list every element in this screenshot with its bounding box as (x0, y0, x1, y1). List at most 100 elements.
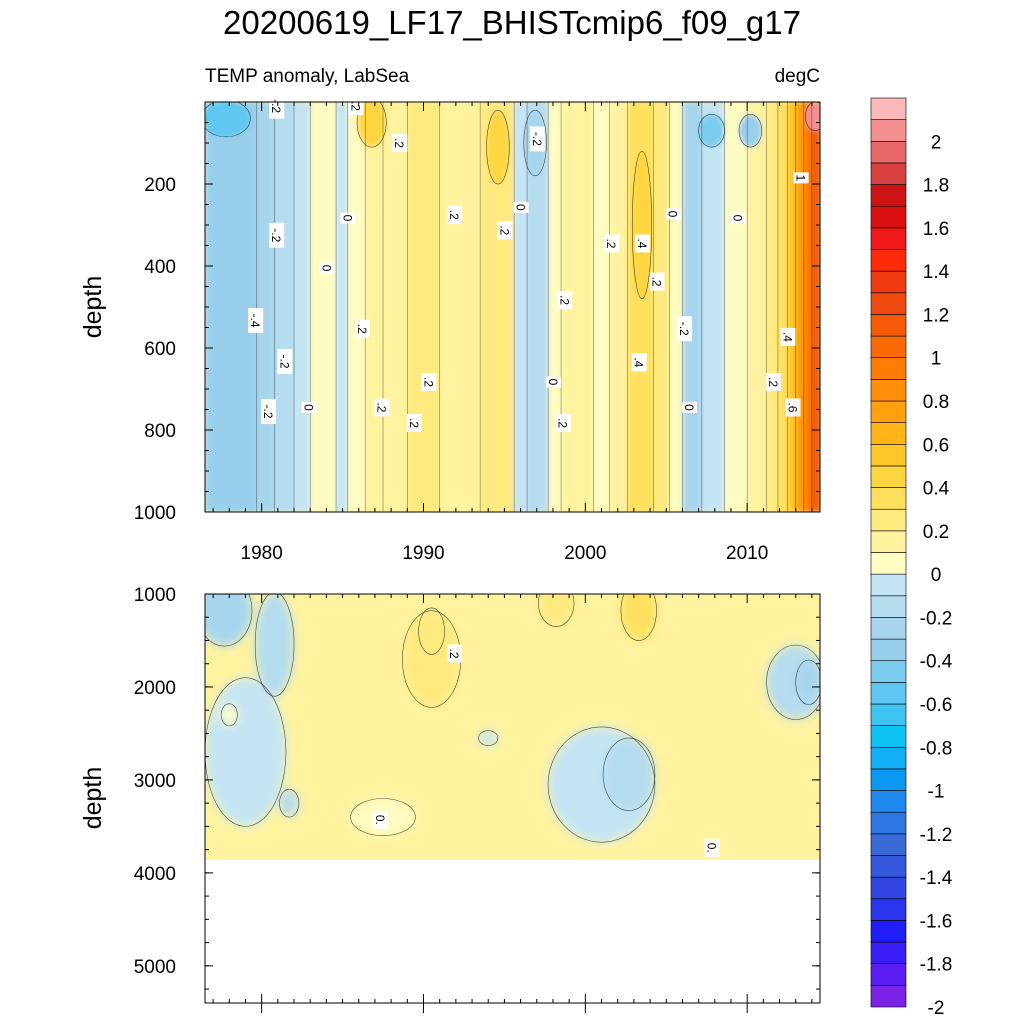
upper-contour-label: .6 (785, 398, 801, 417)
colorbar-tick-label: 0.2 (923, 522, 949, 543)
upper-contour-line (523, 109, 547, 177)
upper-band (310, 102, 338, 512)
colorbar-swatch (870, 768, 907, 791)
x-tick-label: 2000 (564, 543, 606, 564)
upper-band (593, 102, 611, 512)
colorbar-tick-label: -1.8 (920, 955, 953, 976)
upper-contour-label-bg (681, 401, 697, 413)
lower-contour-label: .2 (447, 644, 463, 663)
lower-contour-label: 0. (704, 838, 720, 857)
colorbar-swatch (870, 270, 907, 294)
lower-anomaly-patch (402, 610, 461, 708)
upper-band (294, 102, 312, 512)
upper-band (669, 102, 684, 512)
upper-band (724, 102, 749, 512)
upper-band (682, 102, 703, 512)
upper-contour-label-bg (421, 373, 437, 392)
upper-contour-label-bg (529, 126, 545, 152)
lower-contour-line (418, 607, 445, 655)
upper-contour-label: -.2 (529, 126, 545, 152)
colorbar-swatch (870, 379, 907, 402)
upper-contour-label-bg (269, 93, 285, 119)
lower-y-tick-label: 5000 (134, 957, 176, 978)
upper-contour-label-text: 0 (666, 211, 680, 218)
colorbar-swatch (870, 443, 907, 467)
lower-anomaly-patch (538, 594, 574, 627)
upper-field (205, 102, 820, 512)
colorbar-swatch (870, 573, 907, 597)
colorbar-swatch (870, 335, 907, 359)
upper-contour-label-text: .2 (556, 418, 570, 428)
lower-contour-line (350, 798, 416, 836)
colorbar-swatch (870, 357, 907, 380)
colorbar: 2 1.8 1.6 1.4 1.2 1 0.8 0.6 0.4 0.2 0 -0.2 -0.4 -0.6 -… (870, 97, 953, 1019)
upper-contour-label-text: .2 (497, 225, 511, 235)
upper-contour-line (805, 102, 820, 131)
upper-anomaly-patch (739, 114, 762, 148)
upper-contour-label: .4 (780, 327, 796, 346)
upper-y-tick-label: 600 (144, 339, 176, 360)
upper-contour-label: .2 (766, 373, 782, 392)
upper-anomaly-patch (357, 102, 387, 148)
lower-contour-label: 0. (372, 810, 388, 829)
upper-contour-label-bg (374, 398, 390, 417)
upper-contour-label-text: 0 (319, 265, 333, 272)
colorbar-swatch (870, 660, 907, 683)
upper-contour-label-bg (545, 376, 561, 388)
colorbar-swatch (870, 530, 907, 553)
upper-band (336, 102, 349, 512)
upper-panel: -.2 .2 .2 -.2 1 0 .2 0 -.2 .2 .2 .4 0 0 0 .2 .2 -.4 .2 -.2.… (79, 93, 821, 564)
upper-contour-label-bg (780, 327, 796, 346)
upper-band (795, 102, 805, 512)
upper-contour-label: .2 (649, 272, 665, 291)
upper-contour-label-text: 1 (794, 175, 808, 182)
upper-contour-label: 0 (340, 212, 356, 224)
upper-contour-label-text: .4 (635, 238, 649, 248)
upper-contour-label-text: 0 (302, 404, 316, 411)
lower-anomaly-patch (603, 738, 655, 811)
lower-contour-line (795, 659, 820, 705)
colorbar-swatch (870, 682, 907, 705)
upper-band (514, 102, 529, 512)
colorbar-swatch (870, 985, 907, 1008)
colorbar-tick-label: 1.8 (923, 176, 949, 197)
chart-title: 20200619_LF17_BHISTcmip6_f09_g17 (223, 4, 801, 41)
upper-contour-label-bg (730, 212, 746, 224)
colorbar-swatch (870, 920, 907, 943)
upper-band (205, 102, 258, 512)
lower-anomaly-patch (205, 677, 286, 827)
upper-band (803, 102, 813, 512)
colorbar-swatch (870, 162, 907, 185)
upper-contour-label-text: 0 (730, 215, 744, 222)
upper-band (256, 102, 276, 512)
upper-band (653, 102, 671, 512)
chart-units-label: degC (775, 66, 820, 87)
upper-band (701, 102, 726, 512)
upper-contour-label-text: -.2 (277, 355, 291, 369)
upper-anomaly-patch (632, 151, 652, 299)
lower-contour-line (547, 726, 656, 843)
upper-contour-label: .2 (555, 414, 571, 433)
lower-panel: .2 0. 0. 1000 2000 3000 4000 5000 depth (79, 585, 821, 1013)
colorbar-swatch (870, 508, 907, 532)
colorbar-tick-label: 1 (931, 349, 942, 370)
upper-band (527, 102, 550, 512)
upper-anomaly-patch (486, 110, 510, 184)
upper-contour-label: -.2 (269, 93, 285, 119)
lower-contour-label-bg (372, 810, 388, 829)
lower-field-base (205, 594, 820, 860)
upper-contour-label-bg (557, 291, 573, 310)
upper-contour-label-text: .2 (392, 138, 406, 148)
upper-band (609, 102, 629, 512)
colorbar-swatch (870, 963, 907, 986)
lower-contour-line (478, 730, 499, 746)
upper-contour-label-bg (269, 222, 285, 248)
chart-subtitle-left: TEMP anomaly, LabSea (205, 66, 410, 87)
colorbar-swatch (870, 97, 907, 120)
lower-anomaly-patch (478, 730, 498, 746)
lower-y-tick-label: 4000 (134, 864, 176, 885)
upper-band (274, 102, 296, 512)
lower-contour-line (205, 677, 287, 827)
